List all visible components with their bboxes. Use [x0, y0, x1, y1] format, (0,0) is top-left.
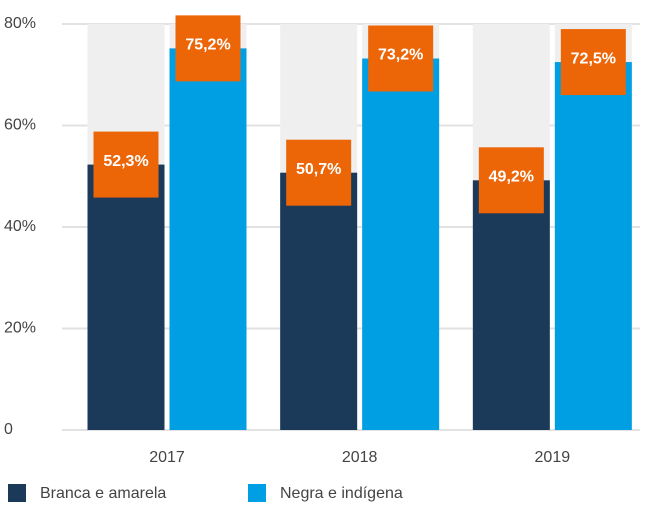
- x-tick-label: 2017: [149, 449, 185, 466]
- value-label: 73,2%: [378, 47, 423, 64]
- value-label: 52,3%: [103, 153, 148, 170]
- value-label-box: [478, 147, 544, 214]
- y-tick-label: 20%: [4, 320, 36, 337]
- legend-swatch: [248, 484, 266, 502]
- y-tick-label: 80%: [4, 15, 36, 32]
- legend-swatch: [8, 484, 26, 502]
- x-tick-label: 2019: [535, 449, 571, 466]
- bar: [280, 172, 358, 430]
- bar: [362, 58, 440, 430]
- y-tick-label: 40%: [4, 218, 36, 235]
- legend-label: Branca e amarela: [40, 485, 166, 502]
- value-label-box: [175, 15, 241, 82]
- value-label: 72,5%: [571, 50, 616, 67]
- bar: [472, 180, 550, 430]
- bar: [87, 164, 165, 430]
- value-label: 50,7%: [296, 161, 341, 178]
- bar: [554, 62, 632, 430]
- value-label-box: [286, 139, 352, 206]
- value-label: 49,2%: [489, 169, 534, 186]
- y-tick-label: 0: [4, 421, 13, 438]
- x-tick-label: 2018: [342, 449, 378, 466]
- y-tick-label: 60%: [4, 117, 36, 134]
- legend-label: Negra e indígena: [280, 485, 403, 502]
- value-label-box: [93, 131, 159, 198]
- value-label: 75,2%: [185, 37, 230, 54]
- bar: [169, 48, 247, 431]
- value-label-box: [368, 25, 434, 92]
- value-label-box: [560, 29, 626, 96]
